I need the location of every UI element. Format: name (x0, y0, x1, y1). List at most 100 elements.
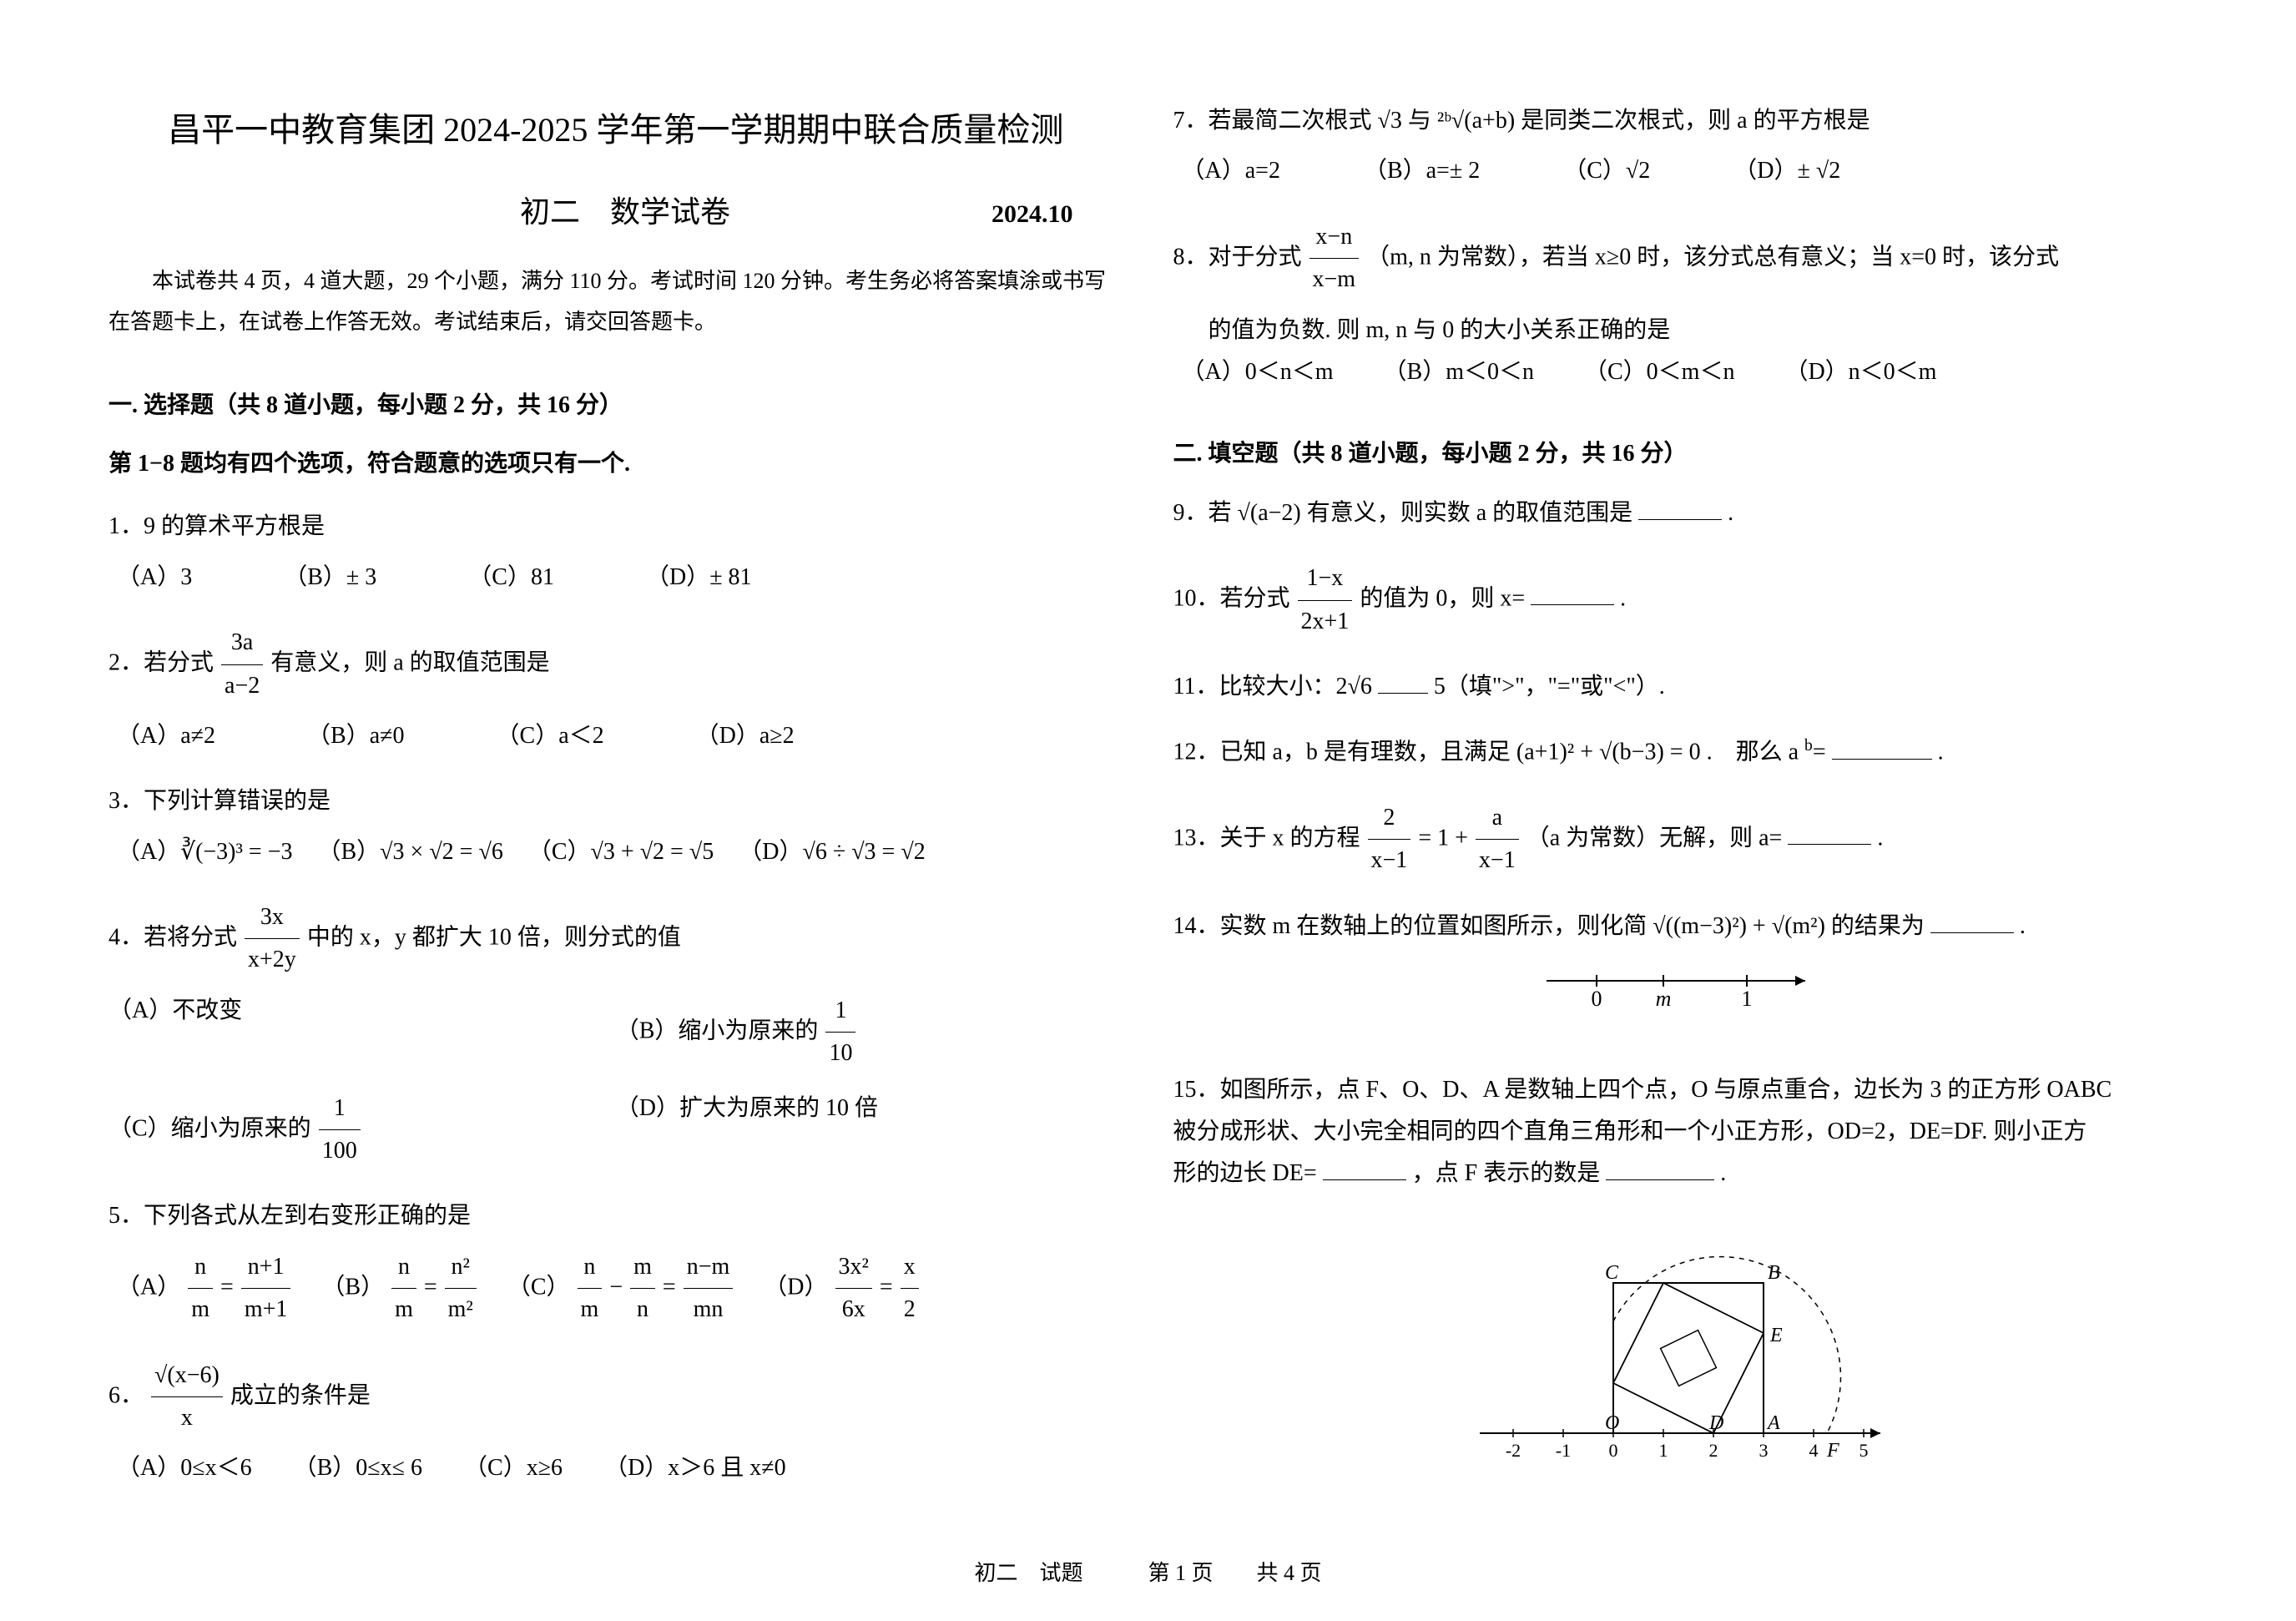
q2-opt-d: （D）a≥2 (696, 715, 795, 757)
q10-frac: 1−x 2x+1 (1298, 558, 1353, 643)
question-6: 6． √(x−6) x 成立的条件是 （A）0≤x＜6 （B）0≤x≤ 6 （C… (108, 1355, 1123, 1490)
q12-sup: b (1804, 737, 1813, 755)
svg-text:D: D (1708, 1412, 1723, 1434)
question-3: 3．下列计算错误的是 （A）∛(−3)³ = −3 （B）√3 × √2 = √… (108, 780, 1123, 873)
q4-num: 3x (245, 896, 300, 939)
svg-text:-2: -2 (1506, 1440, 1521, 1461)
svg-text:4: 4 (1809, 1440, 1819, 1461)
q4-text: 4．若将分式 3x x+2y 中的 x，y 都扩大 10 倍，则分式的值 (108, 896, 1123, 982)
q9-blank (1638, 497, 1722, 520)
q11-blank (1378, 670, 1428, 694)
q4-b-prefix: （B）缩小为原来的 (616, 1018, 825, 1043)
q11-suffix: 5（填">"，"="或"<"）. (1434, 674, 1665, 699)
q1-opt-a: （A）3 (117, 557, 192, 598)
q9-prefix: 9．若 √(a−2) 有意义，则实数 a 的取值范围是 (1173, 500, 1633, 526)
svg-text:B: B (1768, 1262, 1780, 1284)
q2-text: 2．若分式 3a a−2 有意义，则 a 的取值范围是 (108, 622, 1123, 707)
question-14: 14．实数 m 在数轴上的位置如图所示，则化简 √((m−3)²) + √(m²… (1173, 906, 2188, 1046)
q3-text: 3．下列计算错误的是 (108, 780, 1123, 822)
q4-opt-b: （B）缩小为原来的 110 (616, 990, 1123, 1075)
q13-blank (1788, 821, 1871, 845)
q10-mid: 的值为 0，则 x= (1360, 585, 1525, 611)
q13-mid: （a 为常数）无解，则 a= (1526, 825, 1783, 851)
q2-fraction: 3a a−2 (221, 622, 263, 707)
q14-blank (1930, 910, 2014, 933)
q12-eq: = (1813, 740, 1826, 765)
q5-opt-a: （A） nm = n+1m+1 (117, 1246, 292, 1331)
q4-options: （A）不改变 （B）缩小为原来的 110 （C）缩小为原来的 1100 （D）扩… (108, 990, 1123, 1173)
q8-line2: 的值为负数. 则 m, n 与 0 的大小关系正确的是 (1173, 310, 2188, 351)
q8-suffix: （m, n 为常数），若当 x≥0 时，该分式总有意义；当 x=0 时，该分式 (1366, 244, 2059, 270)
subtitle: 初二 数学试卷 (259, 185, 992, 240)
q13-prefix: 13．关于 x 的方程 (1173, 825, 1366, 851)
q15-line1: 15．如图所示，点 F、O、D、A 是数轴上四个点，O 与原点重合，边长为 3 … (1173, 1069, 2188, 1111)
q2-opt-b: （B）a≠0 (307, 715, 404, 757)
q8-options: （A）0＜n＜m （B）m＜0＜n （C）0＜m＜n （D）n＜0＜m (1173, 351, 2188, 393)
q8-opt-c: （C）0＜m＜n (1584, 351, 1734, 393)
q6-opt-b: （B）0≤x≤ 6 (294, 1447, 422, 1489)
q14-numberline: 0 m 1 (1173, 960, 2188, 1033)
q5-opt-d: （D） 3x²6x = x2 (764, 1246, 920, 1331)
svg-text:0: 0 (1592, 987, 1602, 1011)
q1-text: 1．9 的算术平方根是 (108, 506, 1123, 548)
q3-options: （A）∛(−3)³ = −3 （B）√3 × √2 = √6 （C）√3 + √… (108, 831, 1123, 873)
q7-options: （A）a=2 （B）a=± 2 （C）√2 （D）± √2 (1173, 150, 2188, 192)
q4-c-prefix: （C）缩小为原来的 (108, 1115, 317, 1141)
q2-opt-c: （C）a＜2 (497, 715, 604, 757)
svg-text:E: E (1769, 1325, 1783, 1346)
q8-opt-d: （D）n＜0＜m (1784, 351, 1936, 393)
svg-text:5: 5 (1860, 1440, 1869, 1461)
svg-text:-1: -1 (1556, 1440, 1571, 1461)
q12-suffix: . (1938, 740, 1944, 765)
svg-text:1: 1 (1742, 987, 1753, 1011)
q12-blank (1832, 736, 1932, 760)
subtitle-row: 初二 数学试卷 2024.10 (108, 185, 1123, 240)
question-5: 5．下列各式从左到右变形正确的是 （A） nm = n+1m+1 （B） nm … (108, 1195, 1123, 1331)
q7-opt-c: （C）√2 (1563, 150, 1650, 192)
q7-opt-a: （A）a=2 (1182, 150, 1280, 192)
q5-text: 5．下列各式从左到右变形正确的是 (108, 1195, 1123, 1237)
section2-title: 二. 填空题（共 8 道小题，每小题 2 分，共 16 分） (1173, 433, 2188, 475)
svg-text:0: 0 (1609, 1440, 1618, 1461)
q6-suffix: 成立的条件是 (230, 1382, 371, 1408)
main-title: 昌平一中教育集团 2024-2025 学年第一学期期中联合质量检测 (108, 100, 1123, 160)
q2-opt-a: （A）a≠2 (117, 715, 215, 757)
q1-opt-b: （B）± 3 (284, 557, 376, 598)
question-7: 7．若最简二次根式 √3 与 ²ᵇ√(a+b) 是同类二次根式，则 a 的平方根… (1173, 100, 2188, 193)
q8-text: 8．对于分式 x−n x−m （m, n 为常数），若当 x≥0 时，该分式总有… (1173, 216, 2188, 301)
q5-options: （A） nm = n+1m+1 （B） nm = n²m² （C） nm − m… (108, 1246, 1123, 1331)
q12-prefix: 12．已知 a，b 是有理数，且满足 (a+1)² + √(b−3) = 0 .… (1173, 740, 1805, 765)
question-12: 12．已知 a，b 是有理数，且满足 (a+1)² + √(b−3) = 0 .… (1173, 731, 2188, 774)
q6-opt-c: （C）x≥6 (464, 1447, 563, 1489)
question-9: 9．若 √(a−2) 有意义，则实数 a 的取值范围是 . (1173, 492, 2188, 534)
q4-fraction: 3x x+2y (245, 896, 300, 982)
q1-options: （A）3 （B）± 3 （C）81 （D）± 81 (108, 557, 1123, 598)
question-2: 2．若分式 3a a−2 有意义，则 a 的取值范围是 （A）a≠2 （B）a≠… (108, 622, 1123, 757)
numberline-svg: 0 m 1 (1530, 960, 1830, 1018)
q6-prefix: 6． (108, 1382, 144, 1408)
q15-blank1 (1323, 1157, 1406, 1180)
q15-line2: 被分成形状、大小完全相同的四个直角三角形和一个小正方形，OD=2，DE=DF. … (1173, 1111, 2188, 1153)
q7-opt-d: （D）± √2 (1733, 150, 1840, 192)
q5-opt-b: （B） nm = n²m² (321, 1246, 477, 1331)
q4-opt-c: （C）缩小为原来的 1100 (108, 1088, 616, 1173)
q5-opt-c: （C） nm − mn = n−mmn (507, 1246, 734, 1331)
intro-text: 本试卷共 4 页，4 道大题，29 个小题，满分 110 分。考试时间 120 … (108, 260, 1123, 343)
q6-opt-a: （A）0≤x＜6 (117, 1447, 252, 1489)
svg-text:O: O (1605, 1412, 1619, 1434)
q6-fraction: √(x−6) x (151, 1355, 223, 1440)
q3-opt-a: （A）∛(−3)³ = −3 (117, 831, 292, 873)
q3-opt-d: （D）√6 ÷ √3 = √2 (739, 831, 925, 873)
question-1: 1．9 的算术平方根是 （A）3 （B）± 3 （C）81 （D）± 81 (108, 506, 1123, 598)
svg-text:A: A (1766, 1412, 1780, 1434)
svg-text:1: 1 (1659, 1440, 1668, 1461)
question-13: 13．关于 x 的方程 2x−1 = 1 + ax−1 （a 为常数）无解，则 … (1173, 797, 2188, 882)
q8-opt-a: （A）0＜n＜m (1182, 351, 1334, 393)
q4-prefix: 4．若将分式 (108, 924, 243, 950)
q2-prefix: 2．若分式 (108, 649, 220, 675)
q2-suffix: 有意义，则 a 的取值范围是 (270, 649, 549, 675)
q4-opt-d: （D）扩大为原来的 10 倍 (616, 1088, 1123, 1173)
svg-text:3: 3 (1759, 1440, 1769, 1461)
q4-opt-a: （A）不改变 (108, 990, 616, 1075)
q8-opt-b: （B）m＜0＜n (1384, 351, 1534, 393)
